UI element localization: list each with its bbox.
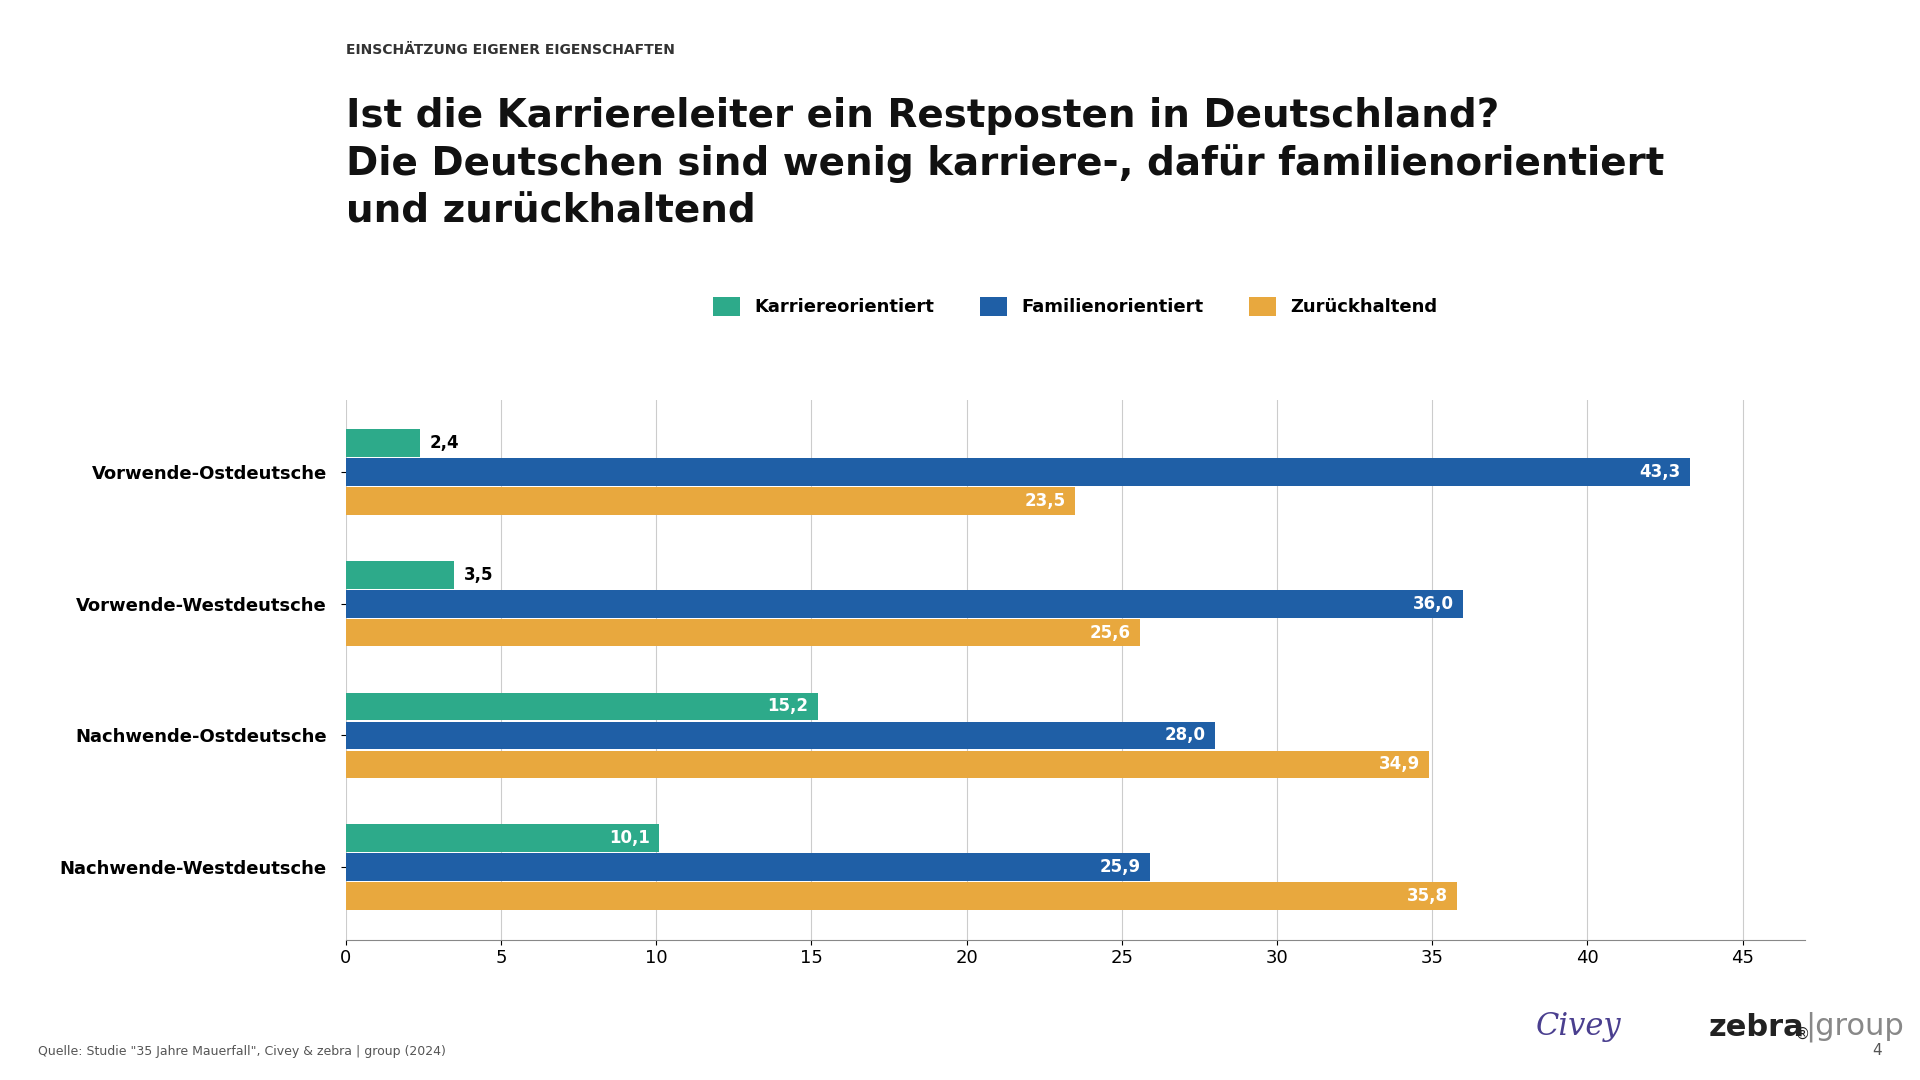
Legend: Karriereorientiert, Familienorientiert, Zurückhaltend: Karriereorientiert, Familienorientiert, …: [707, 289, 1444, 324]
Bar: [346, 853, 1150, 881]
Bar: [346, 561, 455, 589]
Bar: [346, 487, 1075, 515]
Bar: [346, 590, 1463, 618]
Text: 3,5: 3,5: [463, 566, 493, 584]
Text: 23,5: 23,5: [1025, 492, 1066, 510]
Bar: [346, 458, 1690, 486]
Text: 28,0: 28,0: [1165, 727, 1206, 744]
Text: Ist die Karriereleiter ein Restposten in Deutschland?
Die Deutschen sind wenig k: Ist die Karriereleiter ein Restposten in…: [346, 97, 1665, 230]
Text: 2,4: 2,4: [430, 434, 459, 453]
Text: 25,6: 25,6: [1091, 624, 1131, 642]
Bar: [346, 692, 818, 720]
Bar: [346, 429, 420, 457]
Text: Quelle: Studie "35 Jahre Mauerfall", Civey & zebra | group (2024): Quelle: Studie "35 Jahre Mauerfall", Civ…: [38, 1045, 445, 1058]
Text: zebra: zebra: [1709, 1013, 1805, 1042]
Text: 35,8: 35,8: [1407, 887, 1448, 905]
Text: EINSCHÄTZUNG EIGENER EIGENSCHAFTEN: EINSCHÄTZUNG EIGENER EIGENSCHAFTEN: [346, 43, 674, 57]
Text: 36,0: 36,0: [1413, 595, 1453, 612]
Bar: [346, 619, 1140, 647]
Bar: [346, 882, 1457, 909]
Text: 10,1: 10,1: [609, 829, 649, 847]
Text: 4: 4: [1872, 1043, 1882, 1058]
Text: ®: ®: [1795, 1027, 1811, 1042]
Text: 15,2: 15,2: [768, 698, 808, 715]
Text: |group: |group: [1805, 1012, 1903, 1042]
Bar: [346, 824, 659, 852]
Bar: [346, 721, 1215, 750]
Bar: [346, 751, 1428, 779]
Text: 43,3: 43,3: [1640, 463, 1680, 481]
Text: Civey: Civey: [1536, 1011, 1622, 1042]
Text: 25,9: 25,9: [1100, 859, 1140, 876]
Text: 34,9: 34,9: [1379, 755, 1419, 773]
